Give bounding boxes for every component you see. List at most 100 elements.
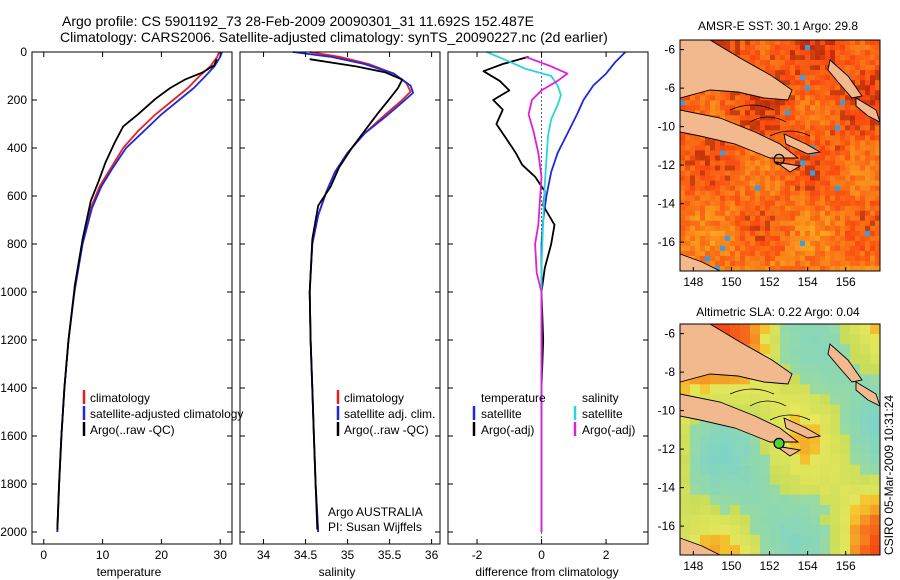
heatmap-cell (855, 45, 861, 51)
lat-tick-label: -14 (658, 481, 676, 495)
heatmap-cell (710, 195, 716, 201)
heatmap-cell (830, 334, 841, 345)
heatmap-cell (810, 135, 816, 141)
heatmap-cell (715, 210, 721, 217)
heatmap-cell (835, 260, 841, 267)
heatmap-cell (790, 484, 801, 496)
heatmap-cell (790, 145, 796, 151)
heatmap-cell (875, 210, 881, 217)
heatmap-cell (810, 225, 816, 232)
heatmap-cell (695, 185, 701, 191)
heatmap-cell (745, 225, 751, 232)
heatmap-cell (820, 255, 826, 262)
heatmap-cell (745, 230, 751, 237)
heatmap-cell (775, 265, 781, 272)
heatmap-cell (795, 170, 801, 176)
heatmap-cell (830, 240, 836, 247)
heatmap-cell (725, 175, 731, 181)
heatmap-cell (795, 45, 801, 51)
heatmap-cell (810, 424, 821, 435)
heatmap-cell (715, 245, 721, 252)
heatmap-cell (810, 414, 821, 425)
heatmap-cell (765, 255, 771, 262)
heatmap-cell (740, 534, 751, 546)
series-line-sat (540, 51, 627, 532)
heatmap-cell (800, 40, 806, 46)
heatmap-cell (830, 250, 836, 257)
heatmap-cell (755, 45, 761, 51)
heatmap-cell (845, 180, 851, 186)
heatmap-cell (740, 434, 751, 445)
heatmap-cell (800, 55, 806, 61)
heatmap-cell (690, 444, 701, 455)
heatmap-cell (830, 100, 836, 106)
heatmap-cell (825, 110, 831, 116)
heatmap-cell (870, 135, 876, 141)
heatmap-cell (730, 250, 736, 257)
heatmap-cell (820, 524, 831, 536)
heatmap-cell (730, 45, 736, 51)
heatmap-cell (860, 85, 866, 91)
heatmap-cell (850, 514, 861, 526)
heatmap-cell (860, 190, 866, 196)
heatmap-cell (785, 125, 791, 131)
heatmap-cell (785, 55, 791, 61)
heatmap-cell (745, 215, 751, 222)
heatmap-cell (835, 45, 841, 51)
heatmap-cell (735, 255, 741, 262)
heatmap-cell (740, 544, 751, 556)
heatmap-cell (865, 190, 871, 196)
heatmap-cell (850, 205, 856, 212)
heatmap-cell (875, 200, 881, 207)
heatmap-cell (850, 70, 856, 76)
heatmap-cell (690, 165, 696, 171)
heatmap-cell (860, 265, 866, 272)
heatmap-cell (695, 170, 701, 176)
heatmap-cell (825, 80, 831, 86)
heatmap-cell (770, 354, 781, 365)
heatmap-cell (710, 95, 716, 101)
heatmap-cell (780, 175, 786, 181)
heatmap-cell (840, 215, 846, 222)
heatmap-cell (710, 230, 716, 237)
x-tick-label: 20 (155, 548, 169, 562)
heatmap-cell (765, 160, 771, 166)
heatmap-cell (805, 195, 811, 201)
heatmap-cell (765, 210, 771, 217)
heatmap-cell (755, 105, 761, 111)
heatmap-cell (860, 364, 871, 375)
heatmap-cell (795, 85, 801, 91)
heatmap-cell (710, 100, 716, 106)
heatmap-cell (750, 434, 761, 445)
heatmap-cell (695, 105, 701, 111)
heatmap-cell (840, 150, 846, 156)
lat-tick-label: -10 (658, 120, 676, 134)
heatmap-cell (770, 165, 776, 171)
heatmap-cell (740, 454, 751, 465)
heatmap-cell (780, 50, 786, 56)
heatmap-cell (750, 100, 756, 106)
heatmap-cell (815, 100, 821, 106)
heatmap-cell (870, 464, 881, 475)
heatmap-cell (775, 245, 781, 252)
heatmap-cell (810, 105, 816, 111)
heatmap-cell (805, 90, 811, 96)
heatmap-cell (810, 240, 816, 247)
heatmap-cell (845, 175, 851, 181)
heatmap-cell (740, 394, 751, 405)
heatmap-cell (870, 165, 876, 171)
heatmap-cell (700, 235, 706, 242)
heatmap-cell (725, 210, 731, 217)
heatmap-cell (690, 524, 701, 536)
heatmap-cell (780, 464, 791, 475)
heatmap-cell (755, 220, 761, 227)
heatmap-cell (745, 200, 751, 207)
heatmap-cell (730, 484, 741, 496)
heatmap-cell (750, 50, 756, 56)
heatmap-cell (820, 225, 826, 232)
heatmap-cell (875, 225, 881, 232)
heatmap-cell (720, 225, 726, 232)
heatmap-cell (690, 374, 701, 385)
heatmap-cell (720, 215, 726, 222)
heatmap-cell (825, 50, 831, 56)
